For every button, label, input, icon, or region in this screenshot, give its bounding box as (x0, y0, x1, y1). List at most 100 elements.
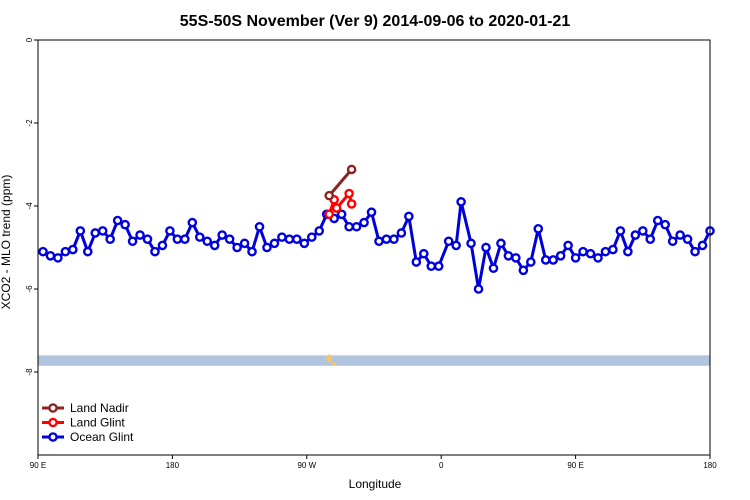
y-tick-label: 0 (25, 37, 34, 42)
data-point (150, 246, 160, 257)
data-point (239, 238, 250, 249)
data-point (224, 234, 235, 244)
data-point (75, 226, 86, 236)
data-point (209, 240, 220, 251)
series-layer (38, 164, 715, 294)
data-point (593, 253, 603, 263)
data-point (443, 236, 454, 247)
data-point (127, 236, 138, 247)
legend-label: Ocean Glint (70, 430, 134, 444)
data-point (359, 217, 369, 228)
data-point (615, 226, 626, 236)
x-tick-label: 180 (166, 461, 180, 470)
data-point (481, 242, 491, 253)
legend-label: Land Glint (70, 416, 125, 430)
data-point (232, 242, 242, 253)
data-point (292, 234, 302, 244)
data-point (690, 246, 700, 257)
data-point (68, 244, 78, 255)
legend-marker (48, 403, 58, 413)
data-point (324, 190, 335, 201)
plot-frame (37, 39, 711, 456)
data-point (187, 217, 198, 228)
series-land-glint (324, 188, 357, 220)
data-point (97, 226, 108, 236)
data-point (682, 234, 693, 244)
y-axis-label: XCO2 - MLO trend (ppm) (0, 175, 13, 310)
y-tick-label: -6 (25, 285, 34, 293)
data-point (578, 246, 588, 257)
data-point (697, 240, 708, 251)
data-point (344, 188, 354, 199)
data-point (503, 250, 514, 261)
data-point (488, 263, 499, 274)
data-point (540, 255, 551, 265)
data-point (389, 234, 399, 244)
data-point (660, 219, 671, 230)
x-tick-label: 90 E (567, 461, 583, 470)
legend-marker (48, 417, 58, 428)
data-point (675, 230, 685, 240)
data-point (284, 234, 295, 244)
x-tick-label: 90 W (297, 461, 316, 470)
land-strip-land (326, 354, 333, 363)
data-point (82, 246, 93, 257)
data-point (570, 253, 581, 263)
data-point (277, 232, 287, 242)
land-strip (38, 354, 710, 366)
data-point (172, 234, 183, 244)
data-point (511, 253, 521, 263)
data-point (426, 261, 437, 271)
data-point (548, 255, 559, 265)
legend-label: Land Nadir (70, 401, 129, 415)
data-point (433, 261, 444, 271)
data-point (346, 199, 357, 209)
data-point (336, 209, 347, 220)
x-tick-label: 0 (439, 461, 444, 470)
data-point (314, 226, 325, 236)
data-point (60, 246, 71, 257)
data-point (638, 226, 648, 236)
data-point (165, 226, 175, 236)
series-land-nadir (324, 164, 357, 201)
y-tick-label: -2 (25, 119, 34, 127)
data-point (306, 232, 317, 242)
chart-title: 55S-50S November (Ver 9) 2014-09-06 to 2… (180, 13, 571, 30)
legend-marker (48, 432, 58, 442)
data-point (630, 230, 641, 240)
data-point (180, 234, 190, 244)
y-axis: 0 -2 -4 -6 -8 (25, 37, 38, 376)
data-point (600, 246, 611, 257)
data-point (411, 257, 422, 267)
data-point (254, 221, 265, 232)
x-axis: 90 E 180 90 W 0 90 E 180 (30, 455, 717, 470)
land-strip-land (332, 361, 337, 366)
series-line (328, 168, 353, 197)
data-point (585, 248, 596, 259)
data-point (112, 215, 123, 226)
data-point (652, 215, 663, 226)
data-point (396, 228, 407, 238)
data-point (202, 236, 213, 247)
data-point (608, 244, 618, 255)
data-point (374, 236, 384, 247)
data-point (142, 234, 153, 244)
data-point (90, 228, 101, 238)
data-point (351, 221, 362, 232)
series-ocean-glint (38, 197, 715, 294)
data-point (404, 211, 414, 222)
data-point (299, 238, 310, 249)
data-point (466, 238, 476, 249)
data-point (120, 219, 130, 230)
data-point (194, 232, 205, 242)
data-point (217, 230, 227, 240)
data-point (38, 246, 48, 257)
data-point (262, 242, 272, 253)
data-point (247, 246, 257, 257)
y-tick-label: -4 (25, 202, 34, 210)
data-point (331, 203, 342, 213)
data-point (451, 240, 461, 251)
data-point (135, 230, 145, 240)
